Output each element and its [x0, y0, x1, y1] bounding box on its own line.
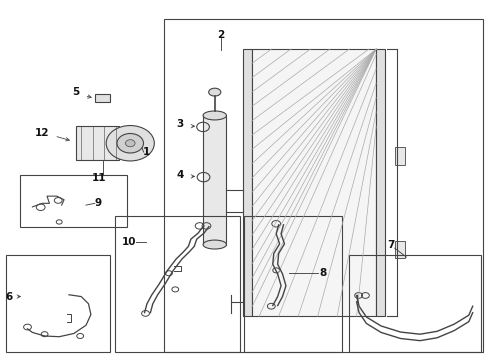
Bar	[394, 240, 405, 258]
Text: 10: 10	[122, 237, 136, 247]
Ellipse shape	[208, 88, 221, 96]
Bar	[243, 49, 251, 316]
Text: 9: 9	[95, 198, 102, 208]
Text: 7: 7	[386, 240, 394, 250]
Circle shape	[117, 134, 143, 153]
Ellipse shape	[203, 111, 226, 120]
Text: 6: 6	[6, 292, 13, 302]
Circle shape	[125, 140, 135, 147]
Bar	[163, 19, 483, 352]
Ellipse shape	[203, 240, 226, 249]
Bar	[5, 255, 110, 352]
Bar	[394, 147, 405, 165]
Text: 8: 8	[318, 268, 325, 278]
Text: 2: 2	[217, 30, 224, 40]
Text: 4: 4	[176, 170, 183, 180]
Text: 1: 1	[142, 147, 149, 157]
Text: 3: 3	[176, 120, 183, 129]
Text: 12: 12	[35, 129, 49, 138]
Bar	[375, 49, 384, 316]
Bar	[95, 94, 110, 102]
Bar	[244, 216, 341, 352]
Bar	[348, 255, 480, 352]
Bar	[203, 116, 226, 244]
Bar	[251, 49, 375, 316]
Bar	[115, 216, 239, 352]
Text: 5: 5	[73, 87, 80, 97]
Text: 11: 11	[92, 173, 106, 183]
Bar	[20, 175, 127, 226]
Circle shape	[106, 126, 154, 161]
Bar	[76, 126, 119, 160]
